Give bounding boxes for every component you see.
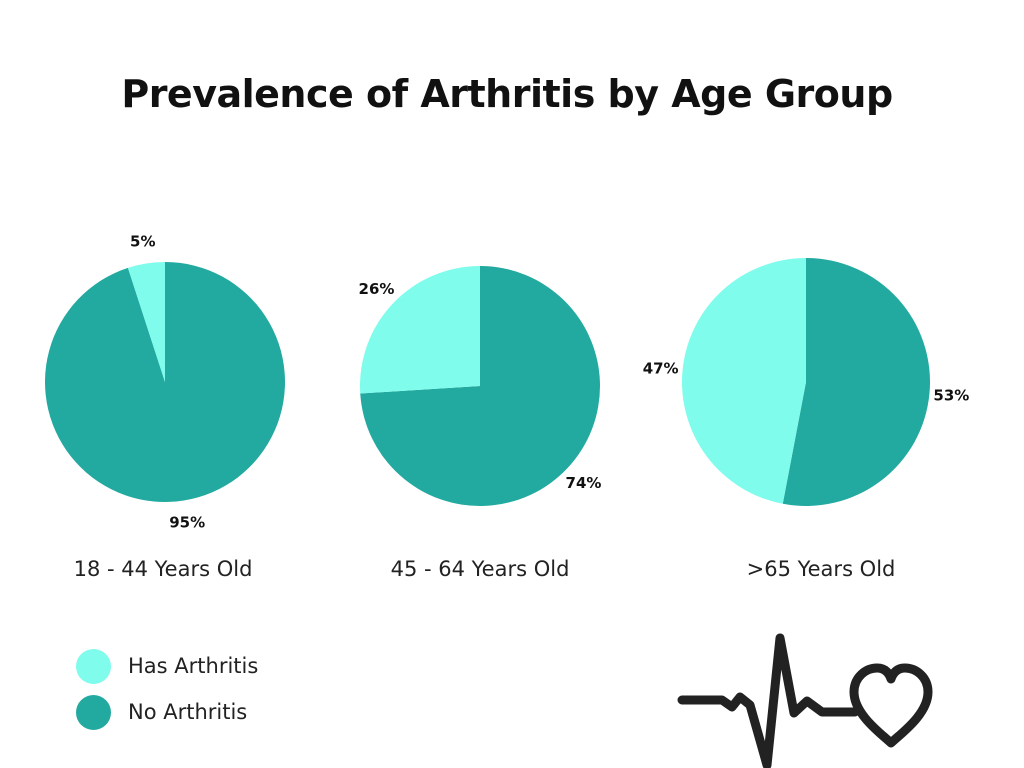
pie-1-group-label: 18 - 44 Years Old [74, 557, 253, 581]
legend-swatch-has-arthritis [76, 648, 111, 684]
pie-1-label-has-arthritis: 5% [130, 233, 155, 251]
legend-label-no-arthritis: No Arthritis [128, 700, 248, 724]
pie-3-label-has-arthritis: 47% [643, 359, 679, 377]
pie-2-label-no-arthritis: 74% [566, 474, 602, 492]
chart-title: Prevalence of Arthritis by Age Group [121, 72, 893, 116]
pie-3-group-label: >65 Years Old [747, 557, 896, 581]
pie-2-slice-has-arthritis [360, 266, 480, 394]
heartbeat-heart-icon [677, 633, 933, 768]
pie-3: 53% 47% >65 Years Old [643, 258, 969, 581]
pie-1-slice-has-arthritis [127, 262, 165, 382]
legend-swatch-no-arthritis [76, 694, 111, 730]
legend-label-has-arthritis: Has Arthritis [128, 654, 259, 678]
pie-3-slice-no-arthritis [782, 258, 930, 507]
legend: Has Arthritis No Arthritis [76, 643, 258, 735]
legend-item-no-arthritis: No Arthritis [76, 689, 258, 735]
pie-1-slice-no-arthritis [45, 262, 286, 502]
pie-3-label-no-arthritis: 53% [933, 387, 969, 405]
pie-2-slice-no-arthritis [360, 266, 600, 507]
pie-2-group-label: 45 - 64 Years Old [391, 557, 570, 581]
pie-1: 95% 5% 18 - 44 Years Old [45, 233, 286, 581]
pie-2: 74% 26% 45 - 64 Years Old [359, 266, 602, 581]
pie-3-slice-has-arthritis [681, 258, 806, 504]
pie-1-label-no-arthritis: 95% [169, 513, 205, 531]
pie-2-label-has-arthritis: 26% [359, 280, 395, 298]
legend-item-has-arthritis: Has Arthritis [76, 643, 258, 689]
